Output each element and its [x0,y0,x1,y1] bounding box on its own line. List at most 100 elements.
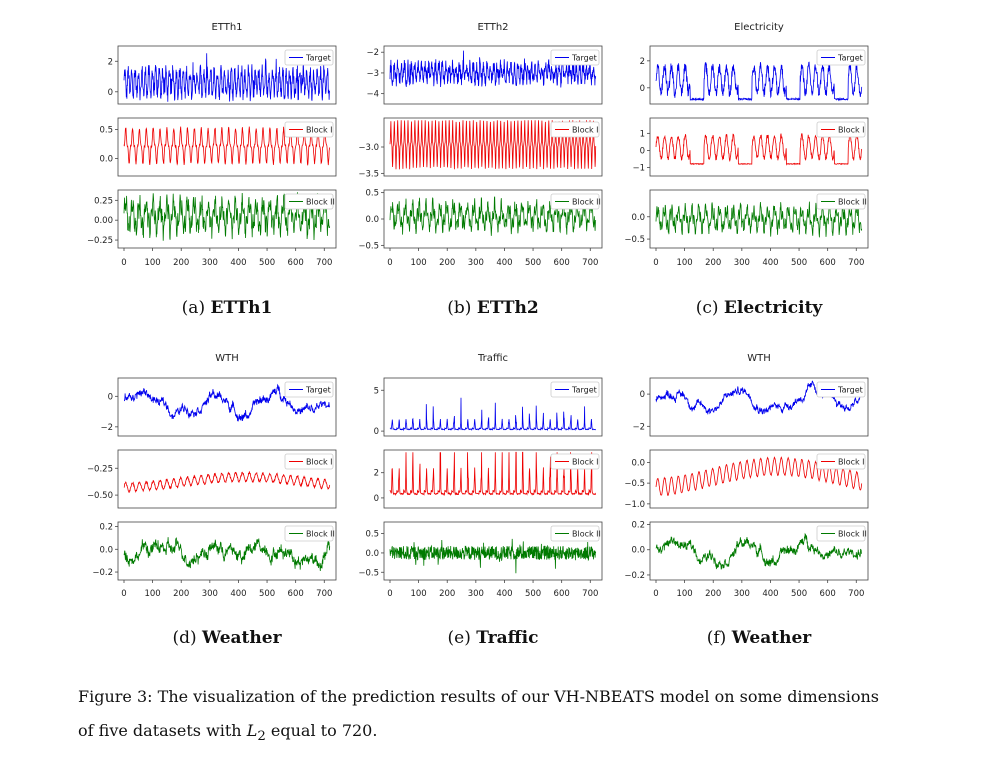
legend-label: Block I [306,126,333,135]
legend-box [550,49,600,66]
series-line-block-ii [123,537,331,572]
series-line-target [389,397,597,432]
legend-label: Block II [838,530,867,539]
legend-label: Block I [306,458,333,467]
panel-block-ii: 0.5 0.0 −0.5 Block II [358,189,603,251]
x-tick-label: 300 [734,258,750,268]
y-tick-label: 0.0 [99,545,113,555]
y-tick-label: −0.5 [624,235,645,245]
legend-label: Target [305,54,331,63]
x-tick-label: 200 [705,258,721,268]
x-tick-label: 0 [121,258,126,268]
x-tick-label: 0 [387,258,392,268]
x-tick-label: 300 [202,258,218,268]
subfigure-name: Weather [201,628,283,648]
subfigure-name: Electricity [724,298,824,318]
panel-block-i: 0.0 −0.5 −1.0 Block I [624,449,869,510]
series-line-block-i [123,470,331,493]
subfigure-caption: (f) Weather [707,628,813,648]
y-tick-label: −2 [366,48,379,58]
panel-block-i: −3.0 −3.5 Block I [358,117,603,179]
subfigure-label: (f) [707,628,732,648]
x-tick-label: 0 [653,589,658,599]
chart-title: Electricity [734,22,784,33]
y-tick-label: 0.25 [94,196,113,206]
panel-block-i: 2 0 Block I [374,449,603,509]
legend-label: Target [305,386,331,395]
legend-box [284,381,334,398]
panel-target: 2 0 Target [640,45,869,105]
y-tick-label: −1 [632,163,645,173]
y-tick-label: 1 [640,129,645,139]
caption-text-before: The visualization of the prediction resu… [78,687,879,740]
caption-prefix: Figure 3: [78,687,153,706]
y-tick-label: −1.0 [624,500,645,510]
x-tick-label: 600 [820,258,836,268]
subfigure-label: (b) [447,298,477,318]
legend-box [284,49,334,66]
subfigure-label: (a) [182,298,211,318]
caption-text-after: equal to 720. [270,721,378,740]
legend-box [284,193,334,210]
y-tick-label: 0.5 [365,189,379,199]
y-tick-label: −0.5 [358,241,379,251]
x-tick-label: 300 [468,258,484,268]
legend-label: Target [571,386,597,395]
chart-title: ETTh2 [477,22,508,33]
y-tick-label: 0 [640,146,645,156]
panel-block-i: 1 0 −1 Block I [632,117,869,177]
y-tick-label: 0 [374,427,379,437]
x-tick-label: 400 [230,589,246,599]
series-line-target [123,53,331,102]
subfigure-name: Traffic [476,628,538,648]
subfigure-label: (d) [172,628,202,648]
subfigure-name: ETTh1 [210,298,272,318]
y-tick-label: −0.2 [92,568,113,578]
legend-box [284,453,334,470]
legend-box [816,193,866,210]
x-tick-label: 500 [525,589,541,599]
x-tick-label: 500 [525,258,541,268]
y-tick-label: −0.2 [624,571,645,581]
legend-label: Block I [572,458,599,467]
legend-box [816,453,866,470]
y-tick-label: −3.5 [358,169,379,179]
y-tick-label: −0.25 [87,464,113,474]
y-tick-label: −3 [366,69,379,79]
panel-target: 2 0 Target [108,45,337,105]
x-tick-label: 700 [582,258,598,268]
legend-box [816,121,866,138]
series-line-block-ii [389,196,597,236]
y-tick-label: 0.5 [365,530,379,540]
y-tick-label: 0 [640,84,645,94]
subfigure-name: ETTh2 [477,298,539,318]
series-line-target [124,383,331,422]
chart-title: ETTh1 [211,22,242,33]
subfigure-label: (c) [696,298,724,318]
x-tick-label: 600 [554,589,570,599]
chart-b: ETTh2 −2 −3 −4 Target −3.0 −3.5 Block I 0.5 0.0 −0… [358,22,603,318]
legend-label: Block I [572,126,599,135]
legend-box [816,49,866,66]
chart-title: Traffic [477,353,508,364]
legend-box [550,453,600,470]
legend-label: Block II [838,198,867,207]
legend-label: Block II [572,530,601,539]
y-tick-label: 0.5 [99,126,113,136]
x-tick-label: 300 [468,589,484,599]
y-tick-label: 0 [374,494,379,504]
legend-box [816,525,866,542]
legend-label: Block II [572,198,601,207]
panel-target: −2 −3 −4 Target [366,45,603,105]
y-tick-label: 0.0 [99,155,113,165]
legend-label: Block I [838,458,865,467]
x-tick-label: 700 [848,589,864,599]
x-tick-label: 100 [676,589,692,599]
y-tick-label: 0 [108,392,113,402]
y-tick-label: 0 [640,390,645,400]
subfigure-caption: (a) ETTh1 [182,298,273,318]
series-line-block-i [389,120,597,170]
y-tick-label: −0.25 [87,236,113,246]
legend-label: Block II [306,198,335,207]
